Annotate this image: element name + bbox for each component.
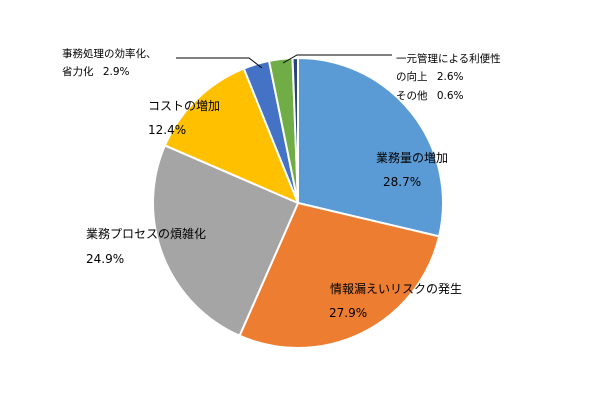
leader-lines (176, 54, 392, 69)
label-workload-name: 業務量の増加 (376, 151, 448, 165)
label-efficiency-line2: 省力化 2.9% (62, 65, 130, 78)
label-other-value: 0.6% (437, 90, 464, 102)
label-convenience-line2-name: の向上 (396, 70, 428, 83)
pie-slice-process (152, 144, 299, 337)
pie-slice-leak (238, 202, 441, 349)
pie-slices (152, 56, 444, 349)
data-labels: 業務量の増加 28.7% 情報漏えいリスクの発生 27.9% 業務プロセスの煩雑… (62, 47, 501, 320)
pie-slice-workload (297, 57, 444, 238)
label-convenience-line2: の向上 2.6% (396, 70, 464, 83)
label-efficiency-value: 2.9% (103, 66, 130, 78)
label-other-name: その他 (396, 89, 428, 102)
label-cost-name: コストの増加 (148, 99, 220, 113)
label-leak-value: 27.9% (329, 306, 367, 320)
label-convenience-line1: 一元管理による利便性 (396, 52, 501, 65)
label-efficiency-line2-name: 省力化 (62, 65, 94, 78)
label-process-name: 業務プロセスの煩雑化 (86, 226, 206, 241)
label-leak-name: 情報漏えいリスクの発生 (330, 282, 462, 296)
leader-line-efficiency (176, 57, 263, 69)
label-convenience-value: 2.6% (437, 71, 464, 83)
pie-slice-cost (163, 67, 299, 204)
label-efficiency-line1: 事務処理の効率化、 (62, 47, 157, 60)
leader-line-convenience (282, 54, 392, 64)
label-cost-value: 12.4% (148, 123, 186, 137)
label-other: その他 0.6% (396, 89, 464, 102)
label-process-value: 24.9% (86, 252, 124, 266)
label-workload-value: 28.7% (383, 175, 421, 189)
